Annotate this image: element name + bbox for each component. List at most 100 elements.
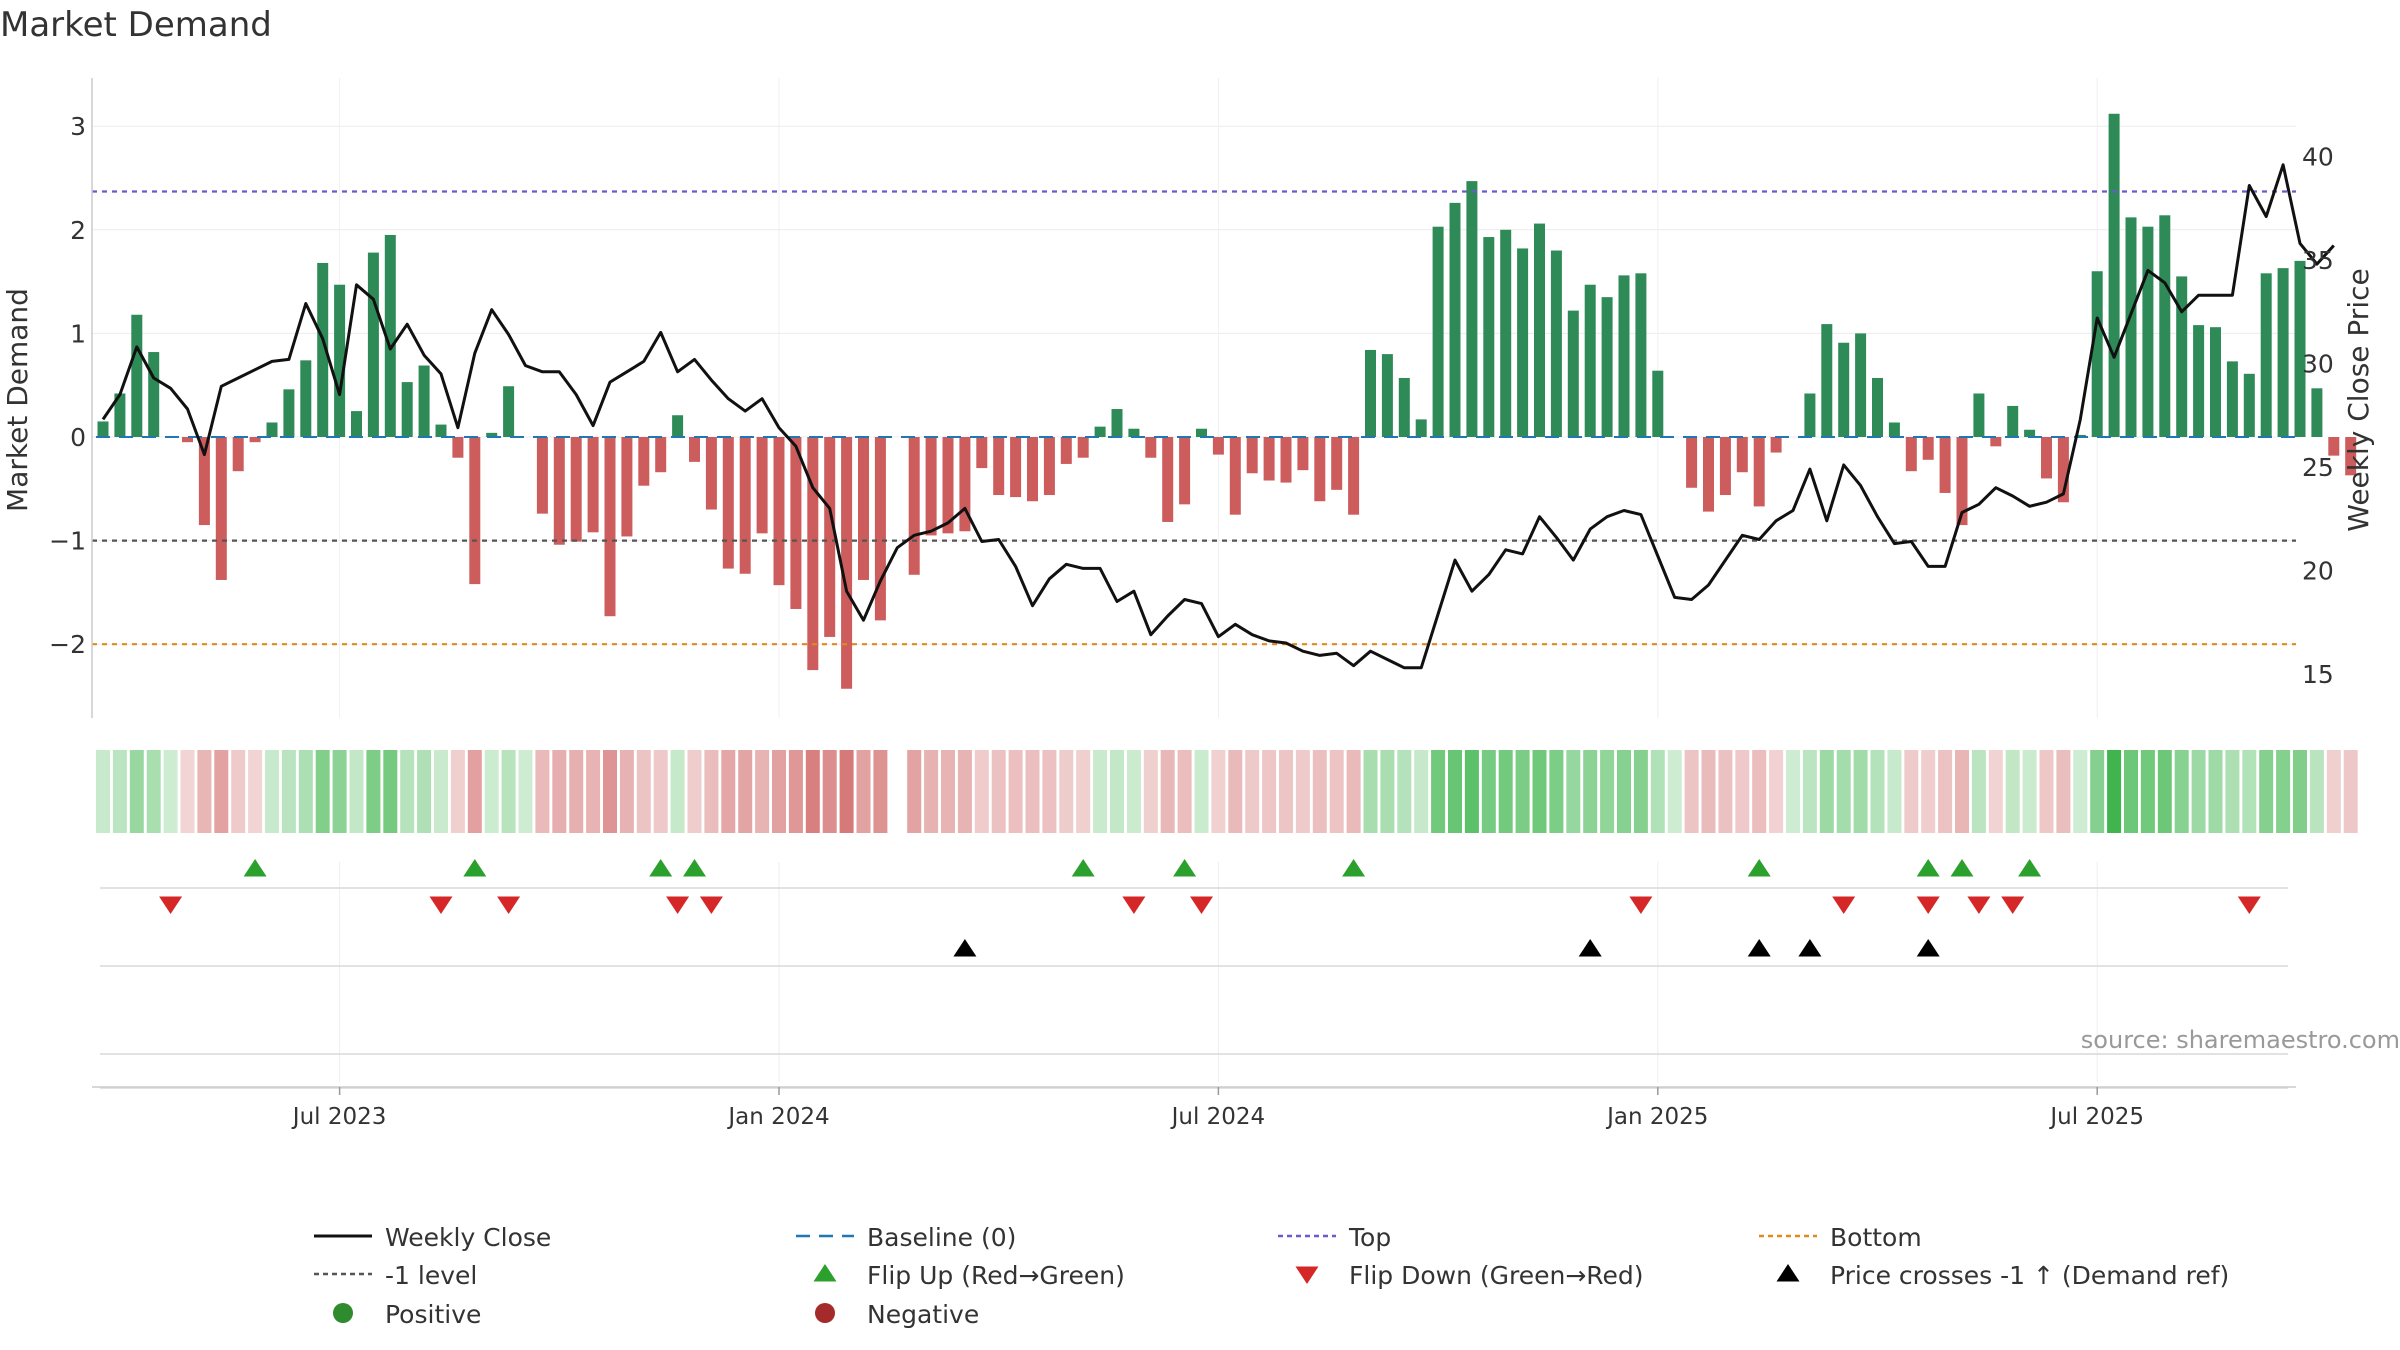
heat-cell xyxy=(96,750,110,833)
heat-cell xyxy=(281,750,296,833)
heat-cell xyxy=(1448,750,1462,833)
demand-bar-positive xyxy=(1415,419,1427,437)
heat-cell xyxy=(822,750,837,833)
legend-label: -1 level xyxy=(385,1261,477,1290)
heat-cell xyxy=(788,750,803,833)
heat-cell xyxy=(772,750,786,833)
heat-cell xyxy=(941,750,955,833)
legend-label: Flip Down (Green→Red) xyxy=(1349,1261,1644,1290)
demand-bar-positive xyxy=(1466,181,1478,437)
heat-cell xyxy=(2174,750,2189,833)
demand-bar-positive xyxy=(1534,223,1545,437)
demand-bar-negative xyxy=(1229,437,1241,515)
heat-cell xyxy=(1329,750,1344,833)
demand-bar-positive xyxy=(1517,248,1529,437)
demand-bar-positive xyxy=(401,382,413,437)
demand-bar-negative xyxy=(1077,437,1089,458)
flip-down-marker xyxy=(1916,896,1940,914)
heat-cell xyxy=(2073,750,2088,833)
flip-up-marker xyxy=(649,859,673,877)
flip-down-marker xyxy=(1629,896,1653,914)
legend-swatch xyxy=(815,1303,835,1323)
heat-cell xyxy=(1431,750,1446,833)
demand-bar-positive xyxy=(131,314,143,437)
heat-cell xyxy=(1008,750,1023,833)
heat-cell xyxy=(1414,750,1429,833)
heat-cell xyxy=(552,750,567,833)
demand-bar-positive xyxy=(1094,426,1106,437)
heat-cell xyxy=(1988,750,2003,833)
demand-bar-negative xyxy=(858,437,869,580)
demand-bar-positive xyxy=(1584,284,1596,437)
heat-cell xyxy=(1245,750,1260,833)
heat-cell xyxy=(1515,750,1530,833)
demand-bar-negative xyxy=(1212,437,1224,455)
demand-bar-negative xyxy=(553,437,565,545)
demand-bar-positive xyxy=(2091,271,2103,437)
heat-cell xyxy=(1464,750,1479,833)
demand-bar-negative xyxy=(1348,437,1360,515)
heat-cell xyxy=(2005,750,2020,833)
demand-bar-negative xyxy=(1939,437,1951,493)
demand-bar-negative xyxy=(773,437,785,586)
demand-bar-negative xyxy=(807,437,819,671)
y2-tick-label: 30 xyxy=(2302,350,2334,379)
demand-bar-negative xyxy=(570,437,582,542)
heat-cell xyxy=(1279,750,1293,833)
legend-swatch xyxy=(1776,1264,1800,1282)
heat-cell xyxy=(417,750,432,833)
y-tick-label: 0 xyxy=(70,423,86,452)
heat-cell xyxy=(1228,750,1243,833)
heat-cell xyxy=(1853,750,1868,833)
demand-bar-negative xyxy=(2345,437,2357,476)
demand-bar-positive xyxy=(114,393,126,437)
heat-cell xyxy=(1194,750,1209,833)
demand-bar-negative xyxy=(1736,437,1748,473)
chart-title: Market Demand xyxy=(0,5,272,45)
demand-bar-positive xyxy=(1601,297,1613,437)
y2-tick-label: 20 xyxy=(2302,557,2334,586)
legend-label: Price crosses -1 ↑ (Demand ref) xyxy=(1830,1261,2229,1290)
heat-cell xyxy=(2343,750,2358,833)
heat-cell xyxy=(484,750,499,833)
demand-bar-positive xyxy=(1652,370,1664,437)
y-tick-label: −2 xyxy=(49,630,86,659)
heat-cell xyxy=(1600,750,1615,833)
legend-label: Bottom xyxy=(1830,1223,1922,1252)
signal-markers xyxy=(159,859,2261,957)
demand-bar-positive xyxy=(2226,361,2238,437)
heat-cell xyxy=(805,750,820,833)
demand-bar-negative xyxy=(1263,437,1275,481)
x-tick-label: Jul 2024 xyxy=(1170,1104,1266,1130)
heat-cell xyxy=(298,750,313,833)
legend-positive: Positive xyxy=(333,1300,481,1329)
demand-bar-negative xyxy=(1145,437,1157,458)
heat-cell xyxy=(755,750,770,833)
heat-cell xyxy=(1955,750,1969,833)
grid-layer xyxy=(92,78,2296,1089)
flip-up-marker xyxy=(1173,859,1197,877)
legend-label: Positive xyxy=(385,1300,481,1329)
heat-cell xyxy=(1617,750,1631,833)
heat-cell xyxy=(991,750,1006,833)
heat-cell xyxy=(1093,750,1108,833)
demand-bar-negative xyxy=(1179,437,1191,505)
heat-cell xyxy=(1718,750,1733,833)
heat-cell xyxy=(366,750,381,833)
heat-cell xyxy=(1042,750,1057,833)
heat-cell xyxy=(974,750,989,833)
heat-cell xyxy=(265,750,279,833)
legend-label: Baseline (0) xyxy=(867,1223,1016,1252)
demand-bar-positive xyxy=(266,422,278,437)
demand-bar-positive xyxy=(2294,260,2306,437)
heat-cell xyxy=(2259,750,2274,833)
heat-cell xyxy=(1650,750,1665,833)
flip-down-marker xyxy=(699,896,723,914)
heat-cell xyxy=(924,750,939,833)
legend-swatch xyxy=(1295,1266,1319,1284)
heat-cell xyxy=(636,750,651,833)
heat-cell xyxy=(1819,750,1834,833)
y2-tick-label: 15 xyxy=(2302,660,2334,689)
y2-tick-label: 25 xyxy=(2302,453,2334,482)
demand-bar-positive xyxy=(1196,428,1207,437)
